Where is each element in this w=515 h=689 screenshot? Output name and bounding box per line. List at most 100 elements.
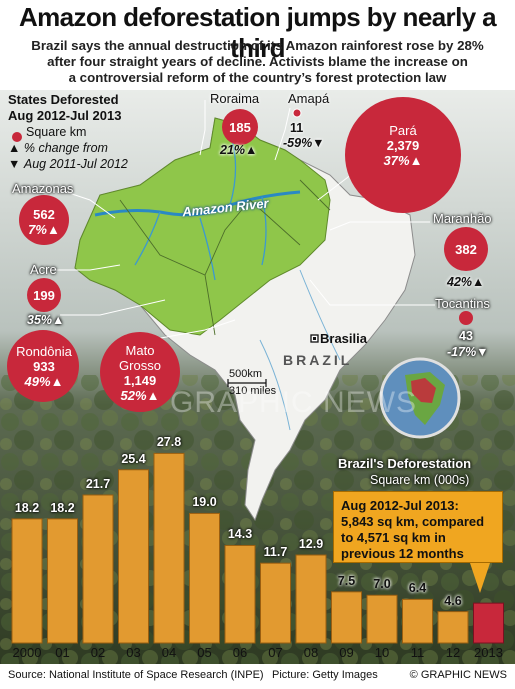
bar-value-label: 12.9 <box>298 537 324 552</box>
state-pct-acre: 35%▲ <box>27 313 65 327</box>
state-name-para: Pará <box>389 123 417 138</box>
state-name-amapa: Amapá <box>288 91 330 106</box>
annotation-line-3: to 4,571 sq km in <box>341 530 446 545</box>
state-value-maranhao: 382 <box>455 242 477 257</box>
bar-category-label: 12 <box>445 645 461 660</box>
bar-category-label: 2013 <box>474 645 503 660</box>
state-name-mato-grosso-line1: Mato <box>125 343 155 358</box>
header: Amazon deforestation jumps by nearly a t… <box>0 0 515 90</box>
state-value-amapa: 11 <box>290 121 304 135</box>
state-pct-rondonia: 49%▲ <box>24 374 64 389</box>
country-label: BRAZIL <box>283 352 353 368</box>
bar-category-label: 11 <box>410 645 425 660</box>
scale-km-label: 500km <box>229 368 263 380</box>
bar-category-label: 05 <box>197 645 212 660</box>
bar-value-label: 4.6 <box>444 593 462 608</box>
state-border-line <box>119 179 331 336</box>
state-name-tocantins: Tocantins <box>435 296 490 311</box>
chart-ylabel: Square km (000s) <box>370 473 470 487</box>
bar-chart <box>11 452 504 644</box>
state-value-amazonas: 562 <box>33 207 55 222</box>
bar-08 <box>295 554 327 644</box>
bar-category-label: 01 <box>55 645 70 660</box>
annotation-box: Aug 2012-Jul 2013: 5,843 sq km, compared… <box>333 491 503 563</box>
globe-inset <box>379 357 461 439</box>
para-circle <box>345 97 461 213</box>
bar-category-label: 07 <box>268 645 283 660</box>
annotation-line-2: 5,843 sq km, compared <box>341 514 485 529</box>
rondonia-circle-text: Rondônia 933 49%▲ <box>8 344 80 389</box>
bar-value-label: 14.3 <box>227 527 253 542</box>
amapa-circle <box>292 108 302 118</box>
legend-item-square-km: Square km <box>26 125 87 139</box>
bar-09 <box>331 591 362 644</box>
state-value-rondonia: 933 <box>33 359 55 374</box>
state-value-tocantins: 43 <box>459 329 473 343</box>
bar-category-label: 02 <box>90 645 106 660</box>
legend-title: States Deforested <box>8 92 119 107</box>
bar-10 <box>366 594 398 644</box>
footer: Source: National Institute of Space Rese… <box>0 664 515 689</box>
bar-value-label: 21.7 <box>85 477 111 491</box>
bar-value-label: 18.2 <box>50 500 75 515</box>
bar-01 <box>47 518 78 644</box>
bar-value-label: 7.0 <box>373 577 391 592</box>
bar-value-label: 18.2 <box>14 500 40 515</box>
annotation-line-1: Aug 2012-Jul 2013: <box>341 498 459 513</box>
scale-miles-label: 310 miles <box>229 385 277 397</box>
state-value-roraima: 185 <box>229 120 251 135</box>
state-name-mato-grosso-line2: Grosso <box>119 358 161 373</box>
bar-category-label: 08 <box>303 645 319 660</box>
roraima-circle <box>222 109 258 145</box>
bar-2013 <box>473 602 504 644</box>
bar-category-label: 10 <box>374 645 390 660</box>
legend-circle-swatch <box>12 132 22 142</box>
state-pct-tocantins: -17%▼ <box>447 345 489 359</box>
para-circle-text: Pará 2,379 37%▲ <box>363 123 443 168</box>
state-name-maranhao: Maranhão <box>433 211 492 226</box>
state-value-para: 2,379 <box>386 138 420 153</box>
annotation-arrow <box>470 563 490 593</box>
state-callout-lines <box>55 100 435 341</box>
subtitle-line-2: after four straight years of decline. Ac… <box>47 54 468 69</box>
bar-04 <box>153 452 185 644</box>
watermark: GRAPHIC NEWS <box>170 386 418 419</box>
amazonas-circle <box>19 195 69 245</box>
annotation-line-4: previous 12 months <box>341 546 464 561</box>
page-title: Amazon deforestation jumps by nearly a t… <box>18 2 497 63</box>
bar-07 <box>260 562 291 644</box>
state-pct-maranhao: 42%▲ <box>447 275 485 289</box>
footer-picture: Picture: Getty Images <box>272 669 378 681</box>
legend-item-pct: ▲ % change from <box>8 141 108 155</box>
bar-value-label: 19.0 <box>192 495 217 510</box>
state-name-amazonas: Amazonas <box>12 181 74 196</box>
bar-value-label: 7.5 <box>337 573 356 588</box>
footer-source: Source: National Institute of Space Rese… <box>8 669 264 681</box>
triangle-up-icon: ▲ <box>8 141 24 155</box>
state-value-acre: 199 <box>33 288 55 303</box>
rondonia-circle <box>7 330 79 402</box>
bar-2000 <box>11 518 43 644</box>
subtitle-line-1: Brazil says the annual destruction of it… <box>31 38 484 53</box>
legend: States Deforested Aug 2012-Jul 2013 Squa… <box>8 92 158 172</box>
brasilia-label: Brasilia <box>320 331 367 346</box>
mato-grosso-circle-text: Mato Grosso 1,149 52%▲ <box>100 343 180 403</box>
amazonas-circle-text: 562 7%▲ <box>20 207 68 237</box>
bar-02 <box>82 494 114 644</box>
bar-category-label: 2000 <box>12 645 42 660</box>
bar-12 <box>437 611 469 644</box>
footer-credit: © GRAPHIC NEWS <box>409 669 507 681</box>
bar-03 <box>118 469 149 644</box>
state-pct-amapa: -59%▼ <box>283 136 325 150</box>
state-name-roraima: Roraima <box>210 91 260 106</box>
bar-category-label: 06 <box>232 645 248 660</box>
acre-circle <box>27 278 61 312</box>
state-circles <box>7 97 488 412</box>
amazon-river-line <box>94 190 301 217</box>
bar-value-label: 27.8 <box>156 435 182 450</box>
legend-item-period: ▼ Aug 2011-Jul 2012 <box>8 157 128 171</box>
bar-06 <box>224 544 256 644</box>
state-pct-mato-grosso: 52%▲ <box>120 388 160 403</box>
state-name-rondonia: Rondônia <box>16 344 72 359</box>
